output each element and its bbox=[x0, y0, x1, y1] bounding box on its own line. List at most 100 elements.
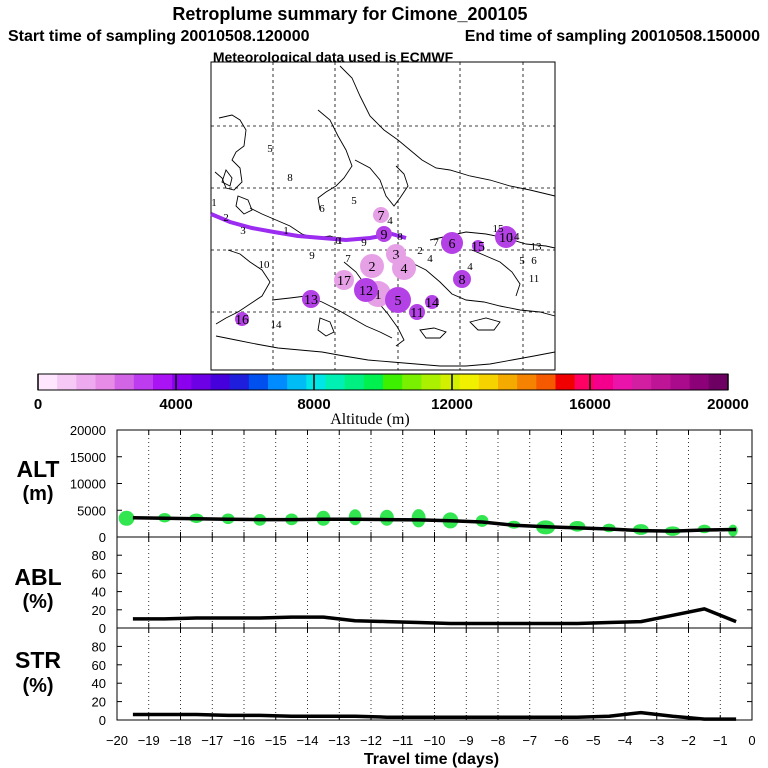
map-coastlines bbox=[214, 65, 556, 367]
map-point-label: 4 bbox=[387, 215, 393, 227]
y-tick-label: 10000 bbox=[70, 477, 106, 492]
colorbar-cell bbox=[287, 374, 307, 390]
colorbar-cell bbox=[708, 374, 729, 390]
altitude-colorbar: 0 4000 8000 12000 16000 20000 Altitude (m) bbox=[34, 373, 749, 428]
y-tick-label: 60 bbox=[92, 658, 106, 673]
colorbar-cell bbox=[383, 374, 403, 390]
colorbar-cell bbox=[498, 374, 518, 390]
plume-cluster-12 bbox=[354, 278, 378, 302]
figure-title: Retroplume summary for Cimone_200105 bbox=[172, 4, 527, 24]
map-point-label: 4 bbox=[467, 261, 473, 273]
plume-cluster-7 bbox=[373, 207, 389, 223]
x-tick-label: −12 bbox=[360, 733, 382, 748]
colorbar-tick-label: 20000 bbox=[707, 396, 749, 413]
y-tick-label: 80 bbox=[92, 548, 106, 563]
plume-cluster-label-5: 5 bbox=[395, 294, 402, 309]
map-point-label: 8 bbox=[397, 231, 403, 243]
colorbar-cell bbox=[95, 374, 116, 390]
plume-cluster-11 bbox=[409, 304, 425, 320]
y-axis-label-name: STR bbox=[15, 647, 61, 673]
time-series-panels: 05000100001500020000ALT(m)020406080ABL(%… bbox=[14, 423, 755, 768]
x-tick-label: −2 bbox=[681, 733, 696, 748]
colorbar-cell bbox=[344, 374, 365, 390]
plume-cluster-5 bbox=[385, 287, 411, 313]
x-tick-label: −3 bbox=[649, 733, 664, 748]
map-point-label: 3 bbox=[240, 225, 246, 237]
map-point-label: 4 bbox=[427, 253, 433, 265]
colorbar-cell bbox=[670, 374, 691, 390]
plume-cluster-label-9: 9 bbox=[381, 228, 388, 243]
y-tick-label: 80 bbox=[92, 639, 106, 654]
map-point-label: 5 bbox=[519, 255, 525, 267]
y-axis-label-unit: (%) bbox=[22, 675, 53, 697]
plume-cluster-label-3: 3 bbox=[393, 248, 400, 263]
colorbar-cell bbox=[421, 374, 441, 390]
colorbar-cell bbox=[229, 374, 250, 390]
plume-cluster-label-7: 7 bbox=[378, 209, 385, 224]
y-axis-label-name: ALT bbox=[16, 456, 59, 482]
plume-cluster-6 bbox=[441, 232, 463, 254]
plume-cluster-label-14: 14 bbox=[425, 296, 439, 311]
colorbar-cell bbox=[114, 374, 135, 390]
plume-cluster-4 bbox=[392, 256, 416, 280]
map-point-label: 9 bbox=[309, 250, 315, 262]
panel-frame bbox=[116, 536, 753, 629]
plume-cluster-label-16: 16 bbox=[235, 313, 249, 328]
x-tick-label: −14 bbox=[296, 733, 318, 748]
colorbar-cell bbox=[191, 374, 211, 390]
map-point-label: 13 bbox=[531, 241, 543, 253]
colorbar-cell bbox=[38, 374, 58, 390]
x-tick-label: −10 bbox=[423, 733, 445, 748]
map-point-label: 14 bbox=[271, 319, 283, 331]
y-tick-label: 60 bbox=[92, 566, 106, 581]
plume-cluster-10 bbox=[495, 226, 517, 248]
x-tick-label: −1 bbox=[713, 733, 728, 748]
colorbar-cell bbox=[325, 374, 346, 390]
x-tick-label: −18 bbox=[169, 733, 191, 748]
colorbar-cell bbox=[459, 374, 480, 390]
map-point-label: 2 bbox=[417, 245, 423, 257]
x-tick-label: −20 bbox=[106, 733, 128, 748]
y-tick-label: 40 bbox=[92, 676, 106, 691]
map-point-label: 1 bbox=[337, 235, 343, 247]
series-line-str bbox=[132, 710, 737, 721]
x-tick-label: −16 bbox=[233, 733, 255, 748]
map-point-label: 6 bbox=[531, 255, 537, 267]
y-axis-label-name: ABL bbox=[14, 564, 61, 590]
y-tick-label: 20 bbox=[92, 603, 106, 618]
y-tick-label: 20 bbox=[92, 695, 106, 710]
plume-cluster-label-6: 6 bbox=[449, 237, 456, 252]
map-point-label: 15 bbox=[493, 223, 505, 235]
plume-cluster-14 bbox=[425, 295, 439, 309]
start-time-label: Start time of sampling 20010508.120000 bbox=[8, 28, 310, 45]
plume-cluster-2 bbox=[360, 254, 384, 278]
x-tick-label: 0 bbox=[748, 733, 755, 748]
plume-cluster-9 bbox=[376, 226, 392, 242]
colorbar-cell bbox=[651, 374, 671, 390]
y-tick-label: 5000 bbox=[77, 503, 106, 518]
y-axis-label-unit: (%) bbox=[22, 591, 53, 613]
x-tick-label: −4 bbox=[618, 733, 633, 748]
colorbar-cell bbox=[689, 374, 710, 390]
y-tick-label: 20000 bbox=[70, 423, 106, 438]
y-tick-label: 0 bbox=[99, 621, 106, 636]
plume-cluster-15 bbox=[472, 240, 484, 252]
map-point-label: 1 bbox=[211, 197, 217, 209]
x-tick-label: −13 bbox=[328, 733, 350, 748]
colorbar-label: Altitude (m) bbox=[330, 411, 410, 428]
panel-abl: 0 20 40 60 80 ABL(%) bbox=[14, 536, 753, 636]
plume-cluster-label-15: 15 bbox=[471, 240, 485, 255]
x-tick-label: −9 bbox=[459, 733, 474, 748]
map-point-label: 7 bbox=[345, 253, 351, 265]
y-axis-label-unit: (m) bbox=[22, 483, 53, 505]
colorbar-cell bbox=[76, 374, 96, 390]
x-tick-label: −17 bbox=[201, 733, 223, 748]
plume-cluster-16 bbox=[235, 312, 249, 326]
altitude-spread-dot bbox=[118, 510, 135, 526]
end-time-label: End time of sampling 20010508.150000 bbox=[465, 28, 760, 45]
colorbar-tick-label: 12000 bbox=[431, 396, 473, 413]
colorbar-cell bbox=[613, 374, 633, 390]
